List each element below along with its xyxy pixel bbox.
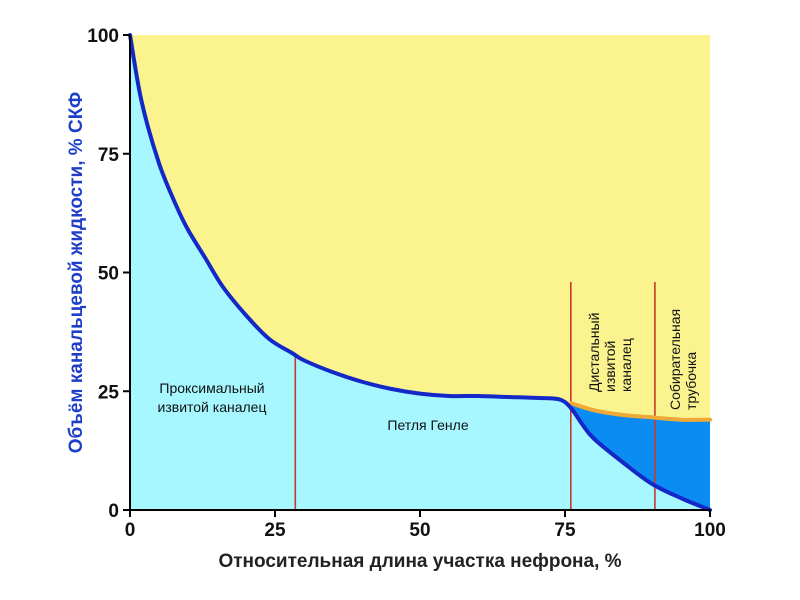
x-tick-label: 75 bbox=[554, 520, 576, 541]
x-tick-label: 25 bbox=[264, 520, 286, 541]
x-tick-label: 0 bbox=[125, 520, 136, 541]
segment-boundaries bbox=[294, 282, 656, 510]
filtrate-area bbox=[130, 35, 710, 510]
region-label-loop: Петля Генле bbox=[387, 417, 468, 433]
region-label-proximal: Проксимальный извитой каналец bbox=[158, 380, 267, 415]
y-tick-label: 100 bbox=[87, 26, 119, 47]
series-main-line bbox=[128, 33, 712, 512]
collecting-duct-area bbox=[570, 403, 710, 510]
region-label-collecting: Собирательнаятрубочка bbox=[667, 309, 699, 410]
region-label-collecting-group: Собирательнаятрубочка bbox=[667, 309, 699, 410]
y-tick-label: 50 bbox=[98, 264, 119, 285]
x-axis-title: Относительная длина участка нефрона, % bbox=[218, 551, 621, 572]
series-upper-line bbox=[568, 401, 712, 422]
ticks: 0 25 50 75 100 0 25 50 75 100 bbox=[87, 26, 726, 541]
region-label-distal: Дистальныйизвитойканалец bbox=[586, 313, 634, 392]
x-tick-label: 100 bbox=[694, 520, 726, 541]
region-labels: Проксимальный извитой каналец Петля Генле Д… bbox=[158, 309, 699, 433]
y-tick-label: 0 bbox=[108, 501, 119, 522]
region-label-distal-group: Дистальныйизвитойканалец bbox=[586, 313, 634, 392]
y-tick-label: 75 bbox=[98, 145, 120, 166]
y-axis-title: Объём канальцевой жидкости, % СКФ bbox=[66, 92, 87, 454]
x-tick-label: 50 bbox=[409, 520, 430, 541]
y-tick-label: 25 bbox=[98, 382, 120, 403]
